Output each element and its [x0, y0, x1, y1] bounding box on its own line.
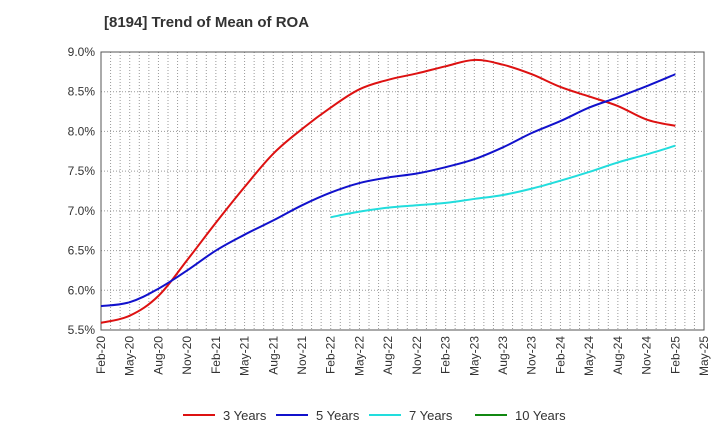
series-line-5-years	[100, 73, 676, 308]
x-tick-label: May-22	[352, 336, 366, 376]
legend-label-5-years: 5 Years	[316, 408, 360, 423]
x-tick-label: Aug-23	[496, 336, 510, 375]
series-line-3-years	[100, 58, 676, 324]
grid-layer	[101, 52, 704, 330]
x-tick-label: May-24	[582, 336, 596, 376]
legend-label-3-years: 3 Years	[223, 408, 267, 423]
x-tick-label: Nov-21	[295, 336, 309, 375]
series-line-7-years	[330, 144, 676, 219]
x-tick-label: Nov-20	[180, 336, 194, 375]
x-tick-label: Nov-23	[525, 336, 539, 375]
x-tick-label: Feb-25	[668, 336, 682, 374]
x-tick-label: Aug-24	[611, 336, 625, 375]
plot-frame	[100, 51, 705, 331]
x-tick-label: Aug-20	[151, 336, 165, 375]
x-tick-label: Feb-24	[553, 336, 567, 374]
y-tick-label: 8.0%	[68, 124, 96, 138]
x-tick-label: Feb-23	[439, 336, 453, 374]
y-tick-label: 7.0%	[68, 204, 96, 218]
y-tick-label: 5.5%	[68, 323, 96, 337]
x-tick-label: May-23	[467, 336, 481, 376]
x-tick-label: Nov-24	[640, 336, 654, 375]
x-tick-label: Feb-21	[209, 336, 223, 374]
legend-label-10-years: 10 Years	[515, 408, 566, 423]
x-tick-label: May-20	[123, 336, 137, 376]
x-tick-label: Feb-22	[324, 336, 338, 374]
y-tick-label: 7.5%	[68, 164, 96, 178]
series-layer	[100, 58, 676, 324]
y-tick-label: 9.0%	[68, 45, 96, 59]
y-tick-label: 6.5%	[68, 244, 96, 258]
x-tick-label: Nov-22	[410, 336, 424, 375]
x-tick-label: May-21	[238, 336, 252, 376]
legend: 3 Years 5 Years 7 Years 10 Years	[183, 408, 566, 423]
x-tick-label: May-25	[697, 336, 711, 376]
x-tick-label: Aug-21	[266, 336, 280, 375]
x-tick-label: Aug-22	[381, 336, 395, 375]
x-axis: Feb-20 May-20 Aug-20 Nov-20 Feb-21 May-21 Aug-…	[94, 336, 711, 376]
x-tick-label: Feb-20	[94, 336, 108, 374]
chart-title: [8194] Trend of Mean of ROA	[104, 14, 310, 31]
legend-label-7-years: 7 Years	[409, 408, 453, 423]
y-tick-label: 8.5%	[68, 85, 96, 99]
y-axis: 5.5% 6.0% 6.5% 7.0% 7.5% 8.0% 8.5% 9.0%	[68, 45, 96, 337]
y-tick-label: 6.0%	[68, 283, 96, 297]
